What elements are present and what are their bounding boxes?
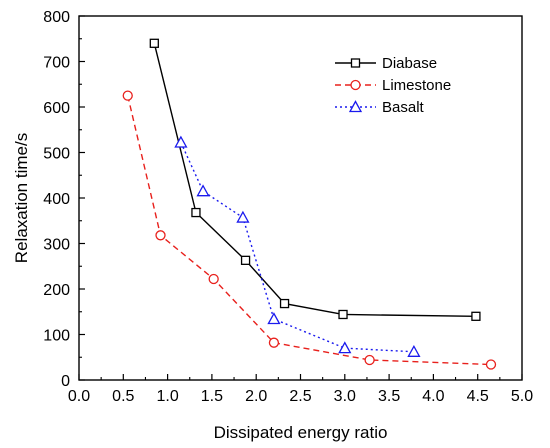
- data-point-basalt: [196, 184, 210, 197]
- data-point-basalt: [407, 344, 421, 357]
- legend-marker-basalt: [348, 100, 363, 113]
- legend-label-limestone: Limestone: [382, 77, 451, 94]
- data-point-limestone: [485, 359, 497, 370]
- x-tick-label: 2.5: [289, 388, 311, 405]
- data-point-basalt: [338, 341, 352, 354]
- x-tick-label: 5.0: [511, 388, 533, 405]
- data-point-limestone: [122, 90, 133, 101]
- y-tick-label: 400: [43, 191, 70, 208]
- data-point-limestone: [364, 354, 375, 366]
- x-tick-label: 1.0: [156, 388, 178, 405]
- data-point-diabase: [191, 207, 201, 218]
- x-tick-label: 0.5: [112, 388, 134, 405]
- y-tick-label: 100: [43, 328, 70, 345]
- x-tick-label: 4.5: [467, 388, 489, 405]
- data-point-diabase: [279, 298, 290, 309]
- x-tick-label: 3.0: [334, 388, 356, 405]
- legend-marker-diabase: [350, 58, 361, 68]
- data-point-limestone: [155, 230, 166, 241]
- y-tick-label: 600: [43, 100, 70, 117]
- x-tick-label: 1.5: [201, 388, 223, 405]
- data-point-diabase: [471, 311, 481, 321]
- y-tick-label: 700: [43, 55, 70, 72]
- data-point-basalt: [236, 210, 250, 223]
- data-point-diabase: [240, 255, 251, 265]
- data-point-diabase: [149, 38, 159, 48]
- series-basalt: [174, 135, 421, 357]
- y-axis-title: Relaxation time/s: [12, 133, 31, 263]
- x-tick-label: 2.0: [245, 388, 267, 405]
- data-point-diabase: [338, 309, 348, 320]
- x-tick-label: 0.0: [68, 388, 90, 405]
- x-axis-title: Dissipated energy ratio: [214, 423, 388, 442]
- series-line-basalt: [180, 142, 414, 353]
- y-tick-label: 200: [43, 282, 70, 299]
- plot-frame: [78, 15, 523, 381]
- y-tick-label: 300: [43, 237, 70, 254]
- plot-series: [122, 38, 497, 370]
- data-point-limestone: [268, 337, 280, 348]
- legend: Diabase Limestone Basalt: [335, 55, 451, 116]
- legend-item-basalt: Basalt: [335, 99, 425, 116]
- legend-item-diabase: Diabase: [335, 55, 437, 72]
- series-diabase: [149, 38, 481, 321]
- legend-item-limestone: Limestone: [335, 77, 451, 94]
- series-line-diabase: [153, 43, 476, 317]
- x-tick-label: 3.5: [378, 388, 400, 405]
- axes: 0.0 0.5 1.0 1.5 2.0 2.5 3.0 3.5 4.0 4.5 5.0 0 100 200…: [43, 9, 533, 405]
- data-point-basalt: [267, 312, 281, 325]
- y-tick-label: 800: [43, 9, 70, 26]
- y-tick-label: 500: [43, 146, 70, 163]
- data-point-basalt: [174, 135, 188, 148]
- legend-label-diabase: Diabase: [382, 55, 437, 72]
- legend-label-basalt: Basalt: [382, 99, 425, 116]
- y-tick-label: 0: [61, 373, 70, 390]
- series-line-limestone: [127, 95, 492, 366]
- legend-marker-limestone: [350, 79, 361, 91]
- series-limestone: [122, 90, 497, 370]
- data-point-limestone: [208, 273, 219, 285]
- x-tick-label: 4.0: [422, 388, 444, 405]
